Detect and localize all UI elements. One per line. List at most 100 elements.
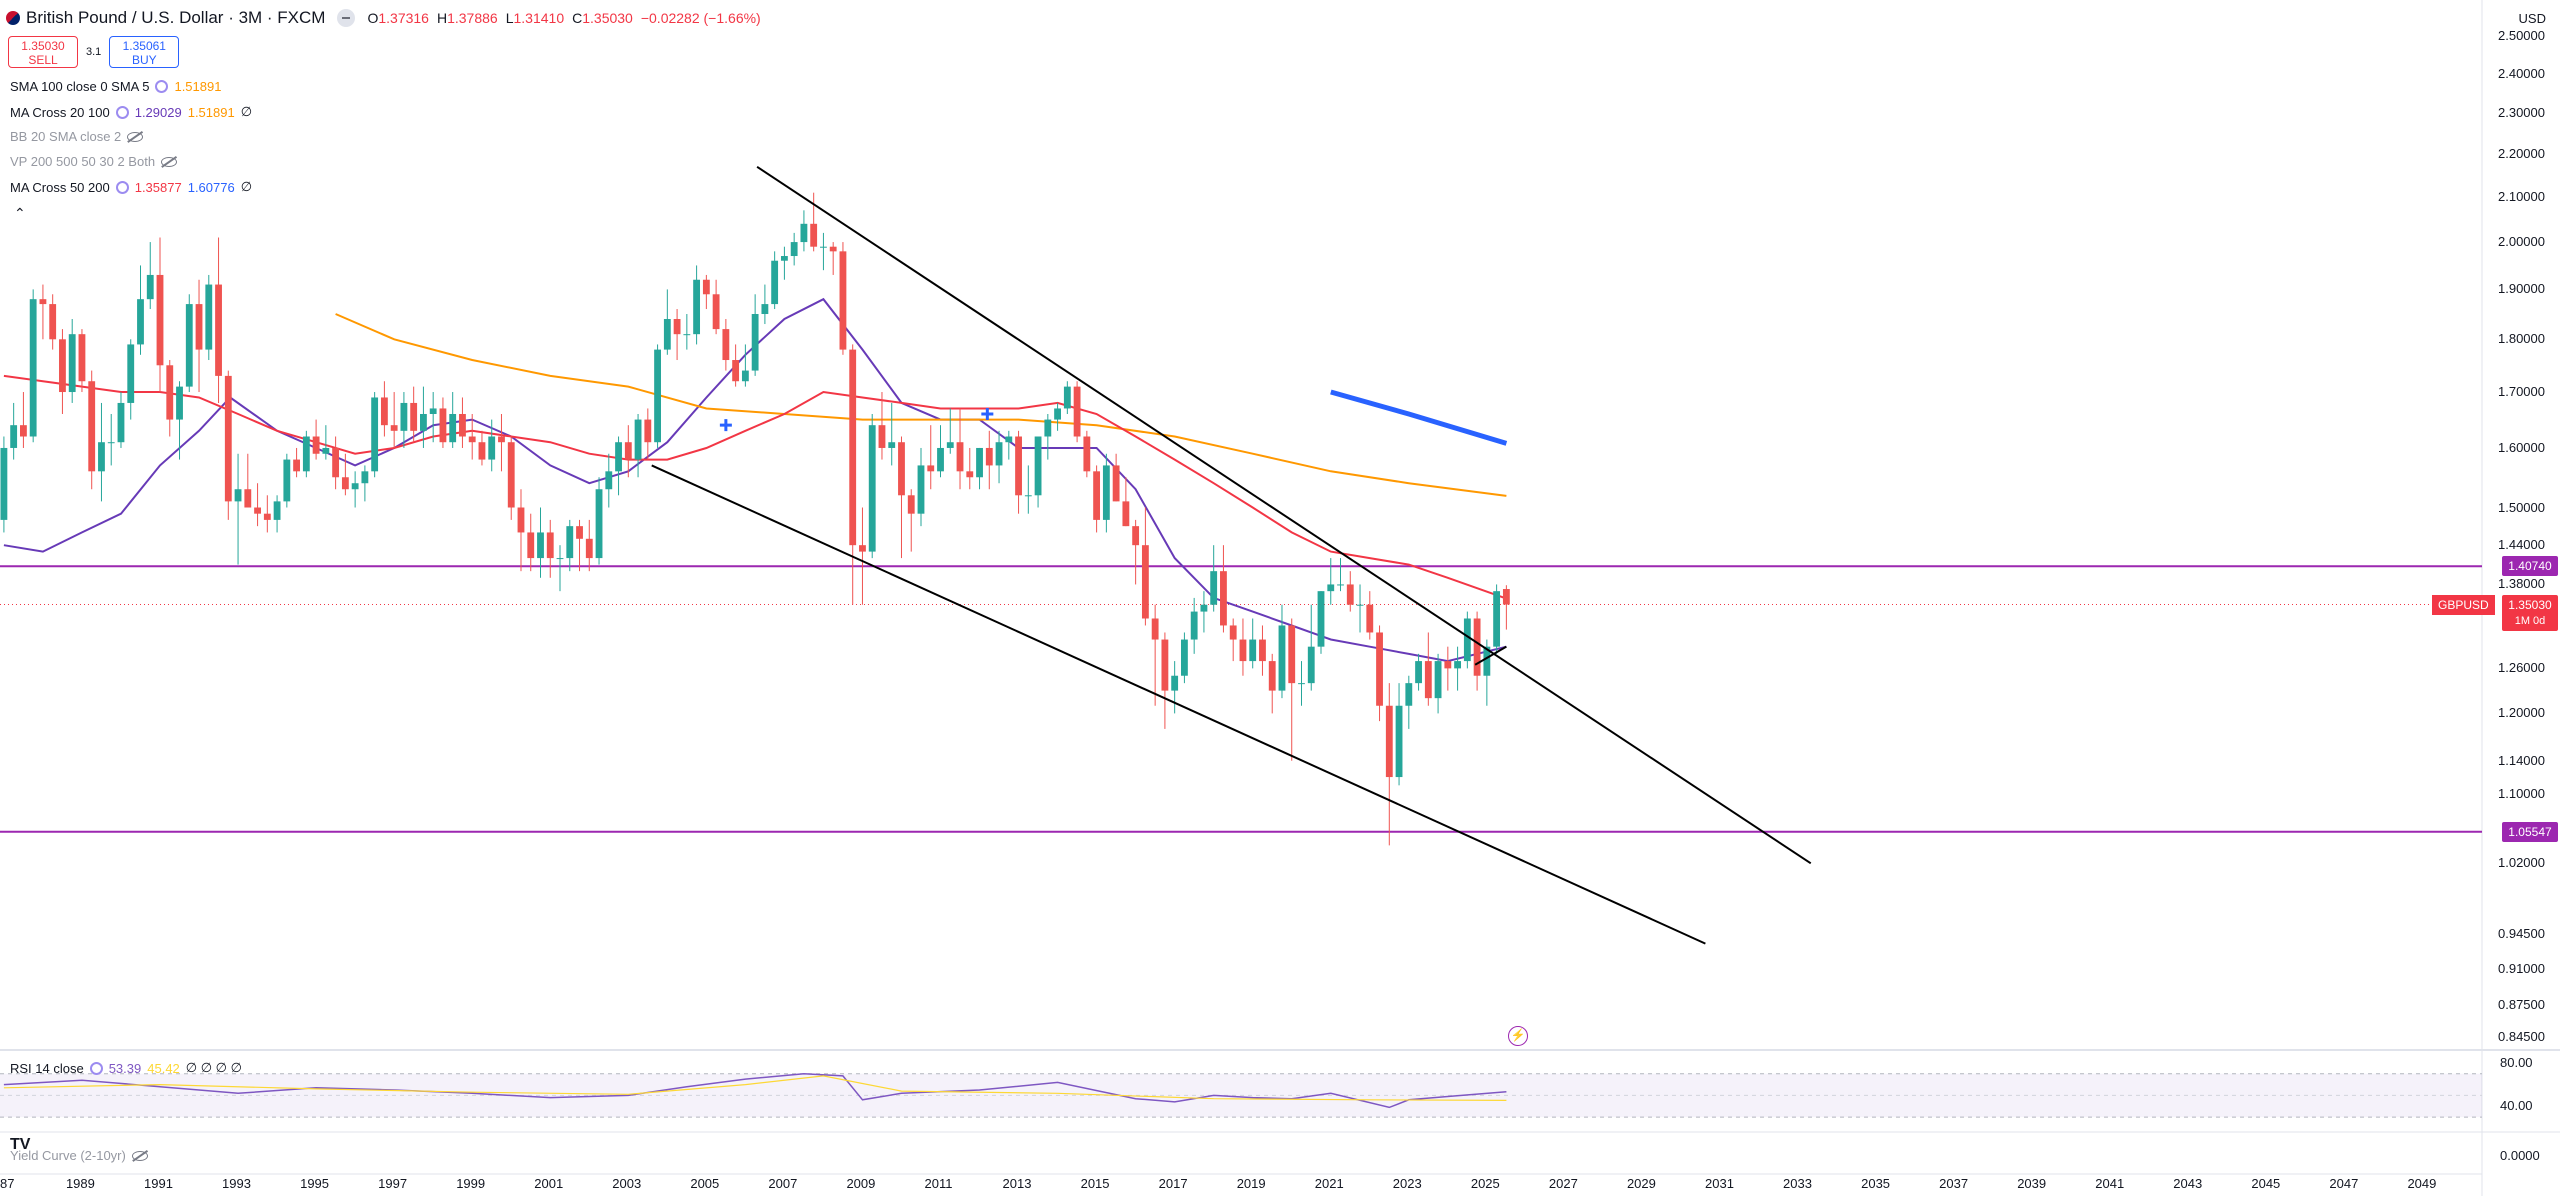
candle-body: [459, 413, 466, 437]
sell-button[interactable]: 1.35030 SELL: [8, 36, 78, 68]
time-tick-label: 2007: [768, 1176, 798, 1191]
candle-body: [39, 299, 47, 305]
candle-body: [1307, 646, 1315, 684]
price-tick-label: 1.50000: [2498, 499, 2545, 515]
candle-body: [59, 339, 66, 393]
candle-body: [927, 465, 935, 472]
candle-body: [322, 447, 330, 454]
price-tick-label: 1.80000: [2498, 331, 2545, 347]
candle-body: [595, 489, 603, 559]
buy-button[interactable]: 1.35061 BUY: [109, 36, 180, 68]
candle-body: [185, 304, 193, 387]
candle-body: [507, 442, 515, 508]
candle-body: [273, 501, 281, 520]
time-tick-label: 2047: [2329, 1176, 2359, 1191]
candle-body: [361, 471, 369, 484]
candle-body: [1063, 386, 1071, 409]
tradingview-logo[interactable]: TV: [10, 1136, 31, 1153]
candle-body: [1190, 611, 1198, 640]
last-price-tag: 1.35030 1M 0d: [2502, 594, 2558, 631]
indicator-vp[interactable]: VP 200 500 50 30 2 Both: [10, 154, 178, 169]
time-tick-label: 2043: [2173, 1176, 2203, 1191]
candle-body: [751, 314, 759, 371]
price-tick-label: 1.44000: [2498, 537, 2545, 553]
candle-body: [1122, 501, 1130, 527]
time-tick-label: 2023: [1392, 1176, 1422, 1191]
indicator-label: SMA 100 close 0 SMA 5: [10, 79, 150, 94]
time-tick-label: 2005: [690, 1176, 720, 1191]
rsi-label: RSI 14 close: [10, 1060, 84, 1076]
rsi-legend[interactable]: RSI 14 close 53.39 45.42 ∅ ∅ ∅ ∅: [10, 1060, 242, 1076]
candle-body: [1239, 639, 1247, 662]
candle-body: [722, 329, 730, 361]
indicator-ma-cross-20-100[interactable]: MA Cross 20 100 1.29029 1.51891 ∅: [10, 104, 252, 120]
candle-body: [1034, 436, 1042, 496]
spread-value: 3.1: [86, 46, 102, 58]
indicator-bb[interactable]: BB 20 SMA close 2: [10, 129, 144, 144]
lightning-icon[interactable]: ⚡: [1508, 1026, 1528, 1046]
hidden-eye-icon[interactable]: [131, 1150, 148, 1161]
settings-icon[interactable]: [89, 1061, 103, 1075]
time-tick-label: 2009: [846, 1176, 876, 1191]
ohlc-low: L1.31410: [505, 10, 565, 26]
candle-body: [1415, 661, 1422, 684]
hidden-eye-icon[interactable]: [161, 156, 178, 167]
candle-body: [517, 507, 525, 533]
candle-body: [137, 299, 144, 345]
indicator-label: MA Cross 20 100: [10, 104, 110, 120]
candle-body: [1376, 632, 1383, 706]
candle-body: [283, 459, 291, 502]
indicator-label: BB 20 SMA close 2: [10, 129, 122, 144]
trendline: [1474, 645, 1507, 666]
candle-body: [410, 402, 418, 431]
candle-body: [732, 360, 740, 382]
candle-body: [839, 251, 847, 350]
candle-body: [1356, 604, 1364, 606]
candle-body: [1200, 604, 1208, 612]
settings-icon[interactable]: [115, 180, 129, 194]
settings-icon[interactable]: [155, 80, 169, 93]
candle-body: [878, 425, 886, 448]
candle-body: [1473, 618, 1481, 676]
candle-body: [498, 436, 505, 443]
yield-curve-tick-label: 0.0000: [2500, 1148, 2540, 1163]
indicator-ma-cross-50-200[interactable]: MA Cross 50 200 1.35877 1.60776 ∅: [10, 179, 252, 195]
time-tick-label: 2013: [1002, 1176, 1032, 1191]
collapse-legend-icon[interactable]: [337, 9, 356, 27]
symbol-title[interactable]: British Pound / U.S. Dollar · 3M · FXCM: [26, 8, 326, 27]
time-tick-label: 2031: [1705, 1176, 1734, 1191]
time-tick-label: 1993: [222, 1176, 251, 1191]
candle-body: [244, 489, 252, 508]
candle-body: [624, 442, 632, 460]
indicator-sma100[interactable]: SMA 100 close 0 SMA 5 1.51891: [10, 79, 221, 94]
candle-body: [1024, 495, 1032, 497]
candle-body: [771, 260, 779, 305]
price-tick-label: 1.70000: [2498, 384, 2545, 400]
candle-body: [1073, 386, 1081, 437]
ohlc-high: H1.37886: [436, 10, 498, 26]
currency-flag-icon: [6, 11, 20, 25]
yield-curve-legend[interactable]: Yield Curve (2-10yr): [10, 1148, 148, 1163]
settings-icon[interactable]: [115, 105, 129, 119]
candle-body: [1220, 571, 1227, 626]
candle-body: [332, 447, 340, 478]
candle-body: [654, 349, 661, 443]
price-change: −0.02282 (−1.66%): [640, 10, 761, 26]
candle-body: [1288, 625, 1296, 684]
currency-label[interactable]: USD: [2518, 11, 2546, 26]
candle-body: [78, 334, 86, 382]
rsi-line: [3, 1072, 1507, 1109]
hidden-eye-icon[interactable]: [127, 131, 144, 142]
candle-body: [1405, 683, 1413, 706]
candle-body: [605, 471, 613, 490]
candle-body: [1434, 661, 1442, 699]
candle-body: [29, 299, 37, 437]
symbol-header: British Pound / U.S. Dollar · 3M · FXCM …: [6, 8, 769, 28]
candle-body: [68, 334, 76, 393]
candle-body: [937, 447, 944, 472]
chevron-up-icon[interactable]: ⌃: [14, 205, 26, 221]
candle-body: [1083, 436, 1091, 472]
candle-body: [1278, 625, 1286, 691]
candle-body: [205, 284, 213, 350]
